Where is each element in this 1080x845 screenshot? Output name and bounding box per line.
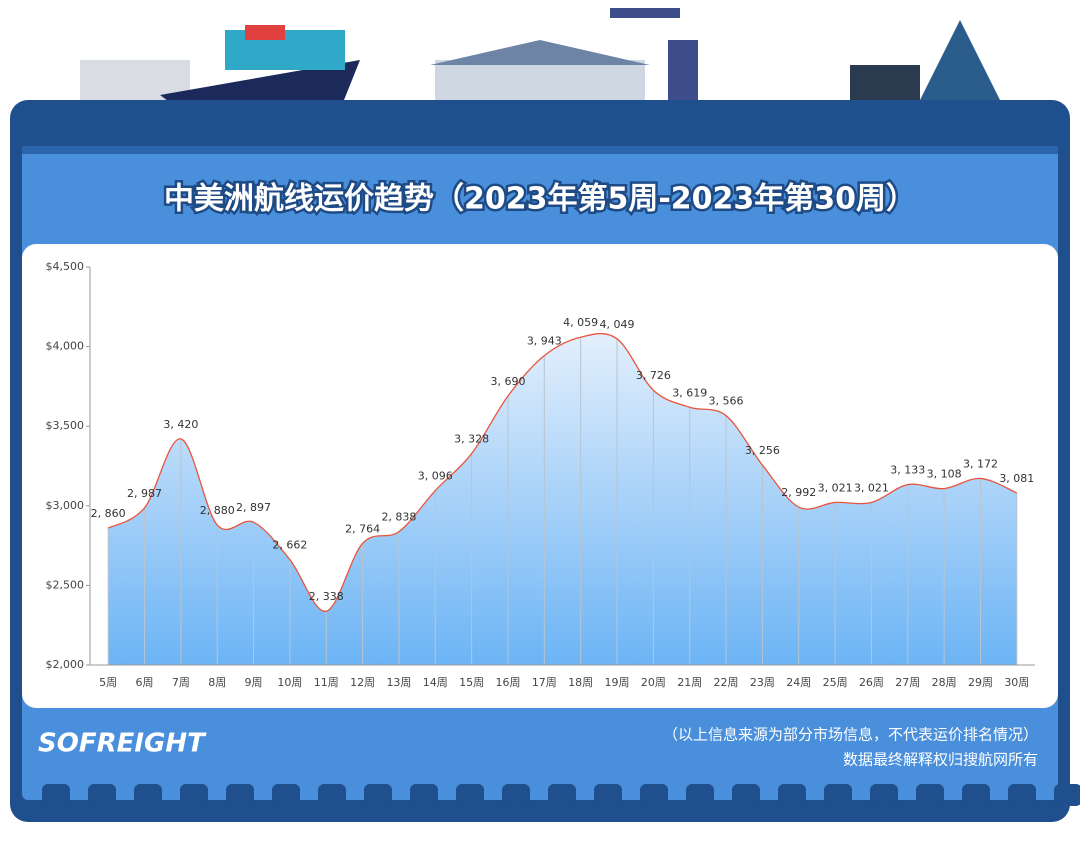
value-label: 3, 021 [818,481,853,494]
x-tick-label: 11周 [314,676,339,689]
y-tick-label: $3,500 [46,419,85,432]
value-label: 2, 880 [200,504,235,517]
value-label: 3, 619 [672,386,707,399]
y-tick-label: $4,000 [46,340,85,353]
tab [686,784,714,806]
tab [548,784,576,806]
y-tick-label: $2,500 [46,578,85,591]
tab [824,784,852,806]
value-label: 3, 943 [527,335,562,348]
tab [272,784,300,806]
tab [226,784,254,806]
y-tick-label: $3,000 [46,499,85,512]
tab [134,784,162,806]
tab [962,784,990,806]
tab [318,784,346,806]
value-label: 4, 059 [563,316,598,329]
value-label: 4, 049 [600,318,635,331]
footnote: 数据最终解释权归搜航网所有 [843,751,1038,769]
value-label: 3, 081 [999,472,1034,485]
value-label: 3, 328 [454,433,489,446]
x-tick-label: 9周 [245,676,263,689]
x-tick-label: 6周 [136,676,154,689]
tab [364,784,392,806]
x-tick-label: 23周 [750,676,775,689]
x-tick-label: 7周 [172,676,190,689]
x-tick-label: 15周 [459,676,484,689]
x-tick-label: 17周 [532,676,557,689]
tab [916,784,944,806]
chart-title: 中美洲航线运价趋势（2023年第5周-2023年第30周） [164,182,916,217]
value-label: 2, 662 [272,539,307,552]
value-label: 3, 256 [745,444,780,457]
x-tick-label: 27周 [895,676,920,689]
value-label: 2, 992 [781,486,816,499]
value-label: 3, 096 [418,470,453,483]
value-label: 2, 987 [127,487,162,500]
x-tick-label: 21周 [677,676,702,689]
x-tick-label: 24周 [786,676,811,689]
x-tick-label: 20周 [641,676,666,689]
tab [778,784,806,806]
value-label: 2, 860 [91,507,126,520]
x-tick-label: 28周 [932,676,957,689]
brand-logo: SOFREIGHT [38,729,207,759]
tab [456,784,484,806]
x-tick-label: 29周 [968,676,993,689]
x-tick-label: 8周 [208,676,226,689]
decoration [80,8,1000,110]
footnote: （以上信息来源为部分市场信息，不代表运价排名情况） [663,726,1038,744]
x-tick-label: 30周 [1004,676,1029,689]
tab [180,784,208,806]
tab [640,784,668,806]
tab [1008,784,1036,806]
value-label: 2, 897 [236,501,271,514]
value-label: 2, 838 [381,511,416,524]
x-tick-label: 25周 [823,676,848,689]
x-tick-label: 10周 [277,676,302,689]
tab [594,784,622,806]
value-label: 3, 566 [709,395,744,408]
value-label: 3, 021 [854,481,889,494]
tab [42,784,70,806]
y-tick-label: $2,000 [46,658,85,671]
value-label: 3, 133 [890,464,925,477]
line [107,332,1018,612]
tab [1054,784,1080,806]
tab [410,784,438,806]
x-tick-label: 18周 [568,676,593,689]
value-label: 3, 420 [163,418,198,431]
tab [88,784,116,806]
tab [502,784,530,806]
tab [870,784,898,806]
x-tick-label: 26周 [859,676,884,689]
area [108,333,1017,665]
tabs [42,784,1080,806]
panel-band [22,146,1058,154]
value-label: 2, 764 [345,522,380,535]
value-label: 3, 726 [636,369,671,382]
x-tick-label: 12周 [350,676,375,689]
x-tick-label: 22周 [714,676,739,689]
value-label: 2, 338 [309,590,344,603]
x-tick-label: 16周 [495,676,520,689]
value-label: 3, 690 [490,375,525,388]
x-tick-label: 19周 [605,676,630,689]
x-tick-label: 5周 [99,676,117,689]
tab [732,784,760,806]
x-tick-label: 13周 [386,676,411,689]
x-tick-label: 14周 [423,676,448,689]
value-label: 3, 108 [927,468,962,481]
y-tick-label: $4,500 [46,260,85,273]
value-label: 3, 172 [963,457,998,470]
